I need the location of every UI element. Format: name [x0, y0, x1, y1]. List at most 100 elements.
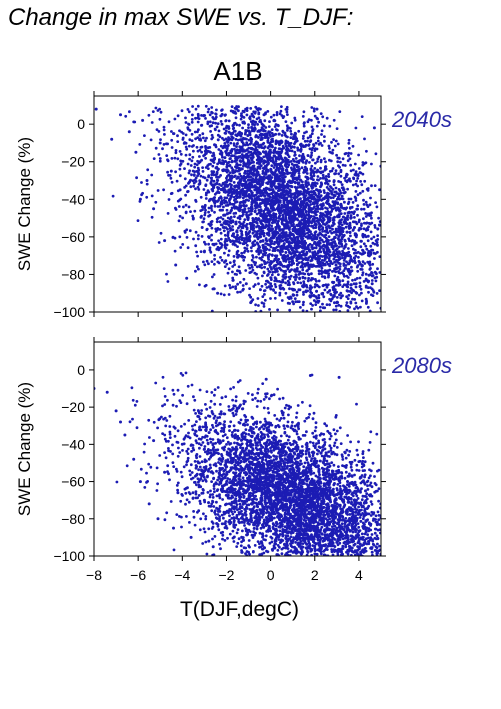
data-point [292, 262, 296, 265]
data-point [173, 156, 177, 160]
data-point [301, 272, 305, 275]
data-point [317, 272, 321, 276]
data-point [245, 244, 249, 247]
y-tick-label: −100 [53, 304, 85, 320]
data-point [178, 214, 182, 218]
data-point [337, 250, 340, 254]
data-point [359, 239, 363, 243]
data-point [214, 115, 218, 119]
data-point [326, 240, 330, 243]
data-point [258, 191, 262, 195]
points-group [94, 104, 381, 312]
data-point [301, 180, 304, 184]
data-point [296, 243, 300, 246]
data-point [196, 174, 200, 178]
data-point [158, 107, 162, 111]
data-point [333, 274, 337, 278]
data-point [290, 168, 294, 172]
data-point [211, 275, 214, 279]
data-point [179, 246, 183, 249]
data-point [257, 112, 261, 116]
figure-title: Change in max SWE vs. T_DJF: [8, 4, 354, 31]
data-point [327, 195, 331, 199]
data-point [194, 107, 198, 111]
data-point [348, 223, 352, 227]
data-point [315, 188, 318, 192]
data-point [349, 300, 353, 304]
data-point [302, 124, 306, 128]
data-point [344, 266, 347, 270]
data-point [285, 196, 289, 200]
data-point [257, 244, 261, 248]
data-point [169, 169, 173, 173]
data-point [242, 277, 246, 281]
data-point [348, 305, 351, 309]
data-point [264, 282, 267, 286]
data-point [293, 181, 297, 185]
data-point [296, 186, 300, 189]
data-point [212, 200, 216, 204]
data-point [217, 129, 221, 133]
data-point [219, 242, 223, 246]
data-point [243, 163, 247, 167]
data-point [285, 150, 289, 154]
data-point [216, 175, 220, 179]
data-point [235, 229, 239, 233]
data-point [349, 216, 353, 220]
data-point [211, 164, 215, 168]
data-point [293, 150, 297, 154]
data-point [167, 120, 171, 124]
data-point [325, 181, 329, 185]
data-point [234, 138, 238, 141]
data-point [259, 220, 263, 224]
data-point [181, 132, 185, 135]
data-point [306, 218, 310, 222]
data-point [323, 276, 327, 280]
data-point [234, 116, 238, 120]
data-point [290, 149, 294, 153]
data-point [262, 161, 266, 165]
data-point [196, 159, 200, 163]
data-point [194, 200, 198, 203]
data-point [341, 249, 344, 253]
data-point [276, 231, 280, 235]
data-point [249, 171, 253, 174]
data-point [240, 183, 244, 187]
data-point [242, 242, 246, 246]
data-point [347, 227, 351, 230]
data-point [319, 190, 323, 194]
data-point [191, 113, 194, 117]
data-point [339, 170, 343, 174]
data-point [319, 214, 323, 218]
data-point [296, 202, 300, 206]
data-point [183, 167, 186, 171]
data-point [324, 160, 327, 164]
data-point [267, 131, 271, 134]
data-point [238, 193, 242, 196]
data-point [347, 270, 351, 274]
data-point [218, 152, 222, 156]
data-point [328, 179, 331, 183]
data-point [240, 153, 244, 156]
data-point [325, 201, 329, 205]
data-point [278, 249, 282, 253]
data-point [306, 261, 310, 265]
data-point [150, 121, 154, 124]
data-point [284, 210, 288, 214]
data-point [329, 213, 332, 217]
data-point [274, 226, 278, 229]
data-point [350, 265, 353, 269]
data-point [264, 176, 268, 180]
data-point [280, 165, 284, 168]
data-point [215, 191, 219, 195]
data-point [186, 108, 190, 111]
data-point [367, 249, 371, 253]
data-point [296, 281, 300, 284]
data-point [235, 250, 239, 254]
data-point [335, 229, 339, 233]
data-point [245, 113, 249, 117]
data-point [360, 222, 363, 226]
data-point [191, 169, 195, 173]
data-point [358, 218, 361, 222]
data-point [176, 199, 180, 203]
